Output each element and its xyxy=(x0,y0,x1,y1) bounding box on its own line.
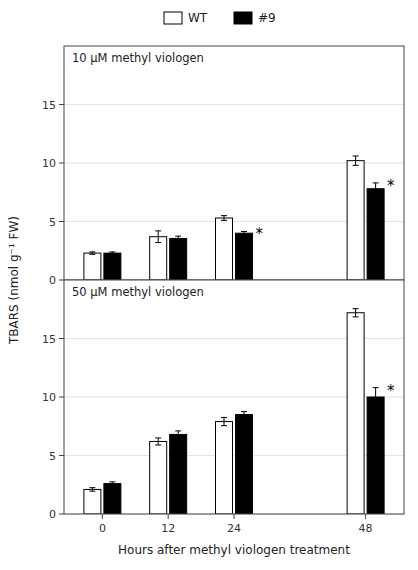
error-bar xyxy=(109,482,115,486)
bar xyxy=(367,189,384,280)
error-bar xyxy=(373,388,379,407)
error-bar xyxy=(89,488,95,492)
y-tick xyxy=(59,163,64,164)
y-tick-label: 15 xyxy=(42,99,56,112)
bar xyxy=(347,161,364,280)
bar xyxy=(236,233,253,280)
grid-line xyxy=(64,104,404,105)
bar xyxy=(104,484,121,514)
y-tick-label: 15 xyxy=(42,333,56,346)
legend-label: WT xyxy=(188,11,208,25)
bar xyxy=(170,238,187,280)
bar xyxy=(216,218,233,280)
chart: 0 5 10 15 10 μM methyl viologen * * TBARS (nmol… xyxy=(0,0,418,570)
y-tick-label: 5 xyxy=(49,216,56,229)
annotation: * xyxy=(387,177,395,195)
bar xyxy=(150,441,167,514)
x-tick-label: 48 xyxy=(359,522,373,535)
panel: 0 5 10 15 0 12 24 48 xyxy=(42,280,404,535)
legend-swatch xyxy=(234,12,252,24)
y-axis-label: TBARS (nmol g⁻¹ FW) xyxy=(7,216,21,345)
error-bar xyxy=(241,412,247,418)
plot-area xyxy=(64,46,404,280)
bar xyxy=(236,415,253,514)
x-tick-label: 12 xyxy=(161,522,175,535)
error-bar xyxy=(175,236,181,241)
panel-title: 10 μM methyl viologen xyxy=(72,51,204,65)
error-bar xyxy=(89,252,95,254)
plot-area xyxy=(64,280,404,514)
error-bar xyxy=(353,156,359,165)
y-tick xyxy=(59,221,64,222)
error-bar xyxy=(373,183,379,195)
x-tick-label: 0 xyxy=(99,522,106,535)
x-tick xyxy=(365,514,366,519)
y-tick xyxy=(59,397,64,398)
x-tick xyxy=(234,514,235,519)
error-bar xyxy=(155,231,161,243)
x-axis-label: Hours after methyl viologen treatment xyxy=(118,543,350,557)
y-tick xyxy=(59,514,64,515)
y-tick-label: 0 xyxy=(49,508,56,521)
y-tick-label: 5 xyxy=(49,450,56,463)
x-tick xyxy=(102,514,103,519)
bar xyxy=(150,237,167,280)
y-tick-label: 10 xyxy=(42,391,56,404)
legend-swatch xyxy=(164,12,182,24)
error-bar xyxy=(109,252,115,254)
y-tick-label: 10 xyxy=(42,157,56,170)
frame xyxy=(64,280,404,514)
frame xyxy=(64,46,404,280)
annotation: * xyxy=(387,382,395,400)
panel: 0 5 10 15 xyxy=(42,46,404,287)
bar xyxy=(367,397,384,514)
bar xyxy=(216,422,233,514)
error-bar xyxy=(353,309,359,317)
marks xyxy=(84,309,384,514)
y-tick-label: 0 xyxy=(49,274,56,287)
bar xyxy=(84,253,101,280)
bar xyxy=(347,313,364,514)
legend-label: #9 xyxy=(258,11,276,25)
annotation: * xyxy=(256,225,264,243)
error-bar xyxy=(221,216,227,221)
error-bar xyxy=(155,438,161,445)
panel-title: 50 μM methyl viologen xyxy=(72,285,204,299)
x-tick-label: 24 xyxy=(227,522,241,535)
y-tick xyxy=(59,455,64,456)
marks xyxy=(84,156,384,280)
y-tick xyxy=(59,104,64,105)
y-tick xyxy=(59,338,64,339)
error-bar xyxy=(241,231,247,235)
legend: WT #9 xyxy=(164,11,276,25)
y-tick xyxy=(59,280,64,281)
x-tick xyxy=(168,514,169,519)
error-bar xyxy=(221,417,227,425)
bar xyxy=(170,434,187,514)
bar xyxy=(84,489,101,514)
bar xyxy=(104,253,121,280)
error-bar xyxy=(175,431,181,438)
